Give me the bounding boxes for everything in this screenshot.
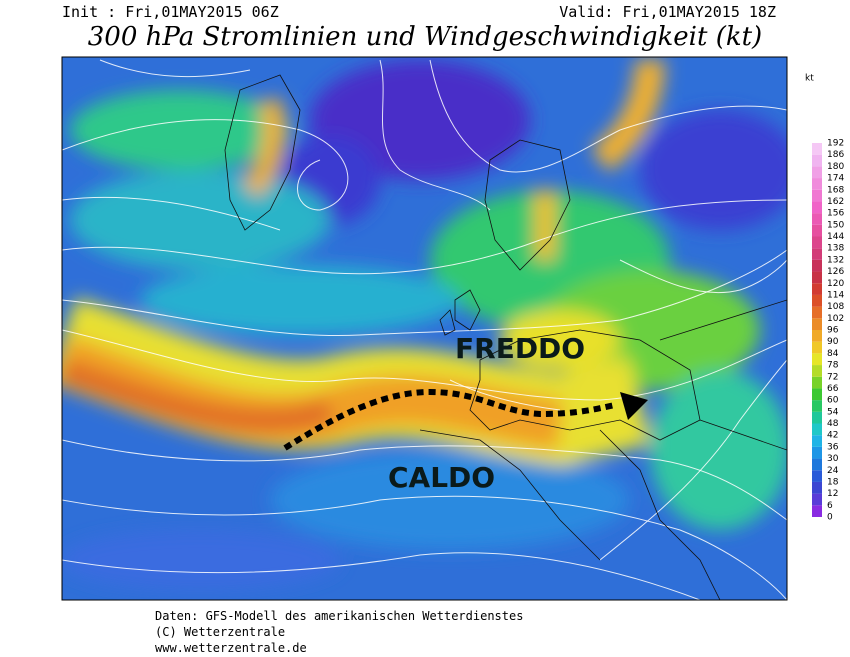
colorbar-swatch (812, 271, 822, 284)
colorbar-swatch (812, 330, 822, 342)
colorbar-tick-label: 84 (827, 349, 839, 359)
colorbar-tick-label: 48 (827, 419, 839, 429)
colorbar-tick-label: 126 (827, 267, 844, 277)
colorbar-swatch (812, 423, 822, 436)
colorbar-tick-label: 114 (827, 290, 844, 300)
init-time: Init : Fri,01MAY2015 06Z (62, 3, 279, 21)
colorbar-tick-label: 12 (827, 489, 838, 499)
colorbar-tick-label: 102 (827, 314, 844, 324)
colorbar-swatch (812, 306, 822, 319)
colorbar-swatch (812, 213, 822, 225)
valid-time: Valid: Fri,01MAY2015 18Z (559, 3, 776, 21)
colorbar-tick-label: 132 (827, 255, 844, 265)
map-title: 300 hPa Stromlinien und Windgeschwindigk… (88, 22, 762, 52)
footer-copyright: (C) Wetterzentrale (155, 625, 285, 639)
colorbar-swatch (812, 446, 822, 459)
colorbar-swatch (812, 341, 822, 354)
map: FREDDO CALDO (62, 57, 787, 600)
colorbar-tick-label: 156 (827, 209, 844, 219)
colorbar-tick-label: 78 (827, 361, 839, 371)
colorbar-tick-label: 186 (827, 150, 844, 160)
colorbar-tick-label: 180 (827, 162, 844, 172)
colorbar-tick-label: 42 (827, 431, 838, 441)
colorbar-swatch (812, 224, 822, 237)
colorbar-swatch (812, 400, 822, 412)
colorbar-tick-label: 144 (827, 232, 844, 242)
footer-url: www.wetterzentrale.de (155, 641, 307, 655)
colorbar-swatch (812, 481, 822, 494)
colorbar-swatch (812, 166, 822, 179)
colorbar-swatch (812, 435, 822, 447)
colorbar-swatch (812, 365, 822, 377)
colorbar-tick-label: 54 (827, 407, 839, 417)
colorbar-tick-label: 60 (827, 396, 839, 406)
colorbar-swatch (812, 283, 822, 295)
colorbar-tick-label: 138 (827, 244, 844, 254)
colorbar-swatch (812, 388, 822, 401)
colorbar-tick-label: 192 (827, 139, 844, 149)
colorbar-tick-label: 90 (827, 337, 839, 347)
colorbar-swatch (812, 376, 822, 389)
colorbar-tick-label: 24 (827, 466, 839, 476)
colorbar-swatch (812, 318, 822, 330)
colorbar-tick-label: 36 (827, 442, 839, 452)
map-frame (61, 56, 788, 601)
colorbar-unit: kt (805, 74, 814, 84)
colorbar-tick-label: 66 (827, 384, 839, 394)
colorbar-tick-label: 6 (827, 501, 833, 511)
colorbar-tick-label: 168 (827, 185, 844, 195)
colorbar-tick-label: 120 (827, 279, 844, 289)
colorbar-swatch (812, 294, 822, 307)
colorbar-tick-label: 150 (827, 220, 844, 230)
colorbar-swatch (812, 248, 822, 260)
colorbar-tick-label: 30 (827, 454, 839, 464)
colorbar-swatch (812, 353, 822, 366)
colorbar-tick-label: 72 (827, 372, 838, 382)
colorbar-tick-label: 0 (827, 513, 833, 523)
colorbar-tick-label: 108 (827, 302, 844, 312)
colorbar-swatch (812, 259, 822, 272)
warm-label: CALDO (388, 461, 495, 494)
footer-source: Daten: GFS-Modell des amerikanischen Wet… (155, 609, 523, 623)
colorbar-swatch (812, 470, 822, 482)
colorbar-swatch (812, 143, 822, 155)
colorbar-tick-label: 18 (827, 477, 839, 487)
colorbar-tick-label: 174 (827, 174, 844, 184)
colorbar-tick-label: 96 (827, 326, 839, 336)
colorbar-swatch (812, 154, 822, 167)
colorbar-swatch (812, 458, 822, 471)
cold-label: FREDDO (455, 332, 585, 365)
colorbar-swatch (812, 505, 822, 517)
colorbar-swatch (812, 493, 822, 506)
colorbar-swatch (812, 236, 822, 249)
colorbar-swatch (812, 201, 822, 214)
colorbar-swatch (812, 189, 822, 202)
colorbar-swatch (812, 178, 822, 190)
colorbar-swatch (812, 411, 822, 424)
colorbar-tick-label: 162 (827, 197, 844, 207)
